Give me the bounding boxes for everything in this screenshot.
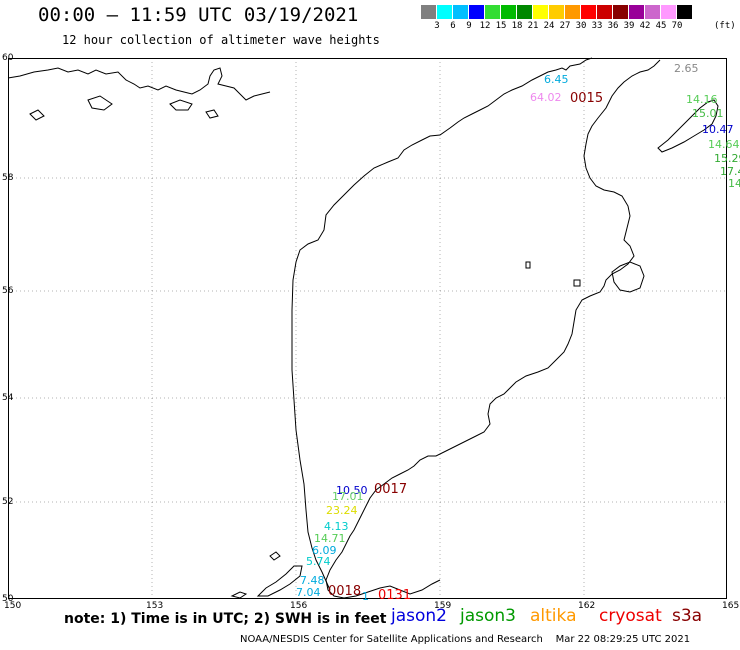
legend-cryosat: cryosat <box>599 606 662 626</box>
time-label: 0017 <box>374 482 408 497</box>
scale-label: 33 <box>591 21 603 31</box>
scale-label: 30 <box>575 21 587 31</box>
map-title: 00:00 – 11:59 UTC 03/19/2021 <box>38 4 359 26</box>
scale-swatch <box>549 5 565 19</box>
lat-label: 52 <box>2 497 14 507</box>
scale-swatch <box>613 5 629 19</box>
scale-swatch <box>517 5 533 19</box>
scale-swatch <box>629 5 645 19</box>
wave-height-label: 6.09 <box>312 544 337 557</box>
color-scale-labels: 3 6 9 12 15 18 21 24 27 30 33 36 39 42 45 70 <box>421 21 740 33</box>
lat-label: 50 <box>2 594 14 604</box>
scale-label: 18 <box>511 21 523 31</box>
lat-label: 56 <box>2 286 14 296</box>
time-label: 0015 <box>570 91 604 106</box>
scale-swatch <box>645 5 661 19</box>
wave-height-label: 10.47 <box>702 123 734 136</box>
lon-label: 162 <box>578 601 596 611</box>
scale-label: 12 <box>479 21 491 31</box>
scale-swatch <box>485 5 501 19</box>
scale-swatch <box>437 5 453 19</box>
scale-swatch <box>677 5 693 19</box>
lon-label: 165 <box>722 601 740 611</box>
scale-swatch <box>533 5 549 19</box>
scale-swatch <box>661 5 677 19</box>
wave-height-label: 15.29 <box>714 152 740 165</box>
legend-jason3: jason3 <box>460 606 516 626</box>
legend-jason2: jason2 <box>391 606 447 626</box>
credit-line: NOAA/NESDIS Center for Satellite Applica… <box>240 634 691 645</box>
wave-height-label: 14.71 <box>314 532 346 545</box>
wave-height-label: 17.01 <box>332 490 364 503</box>
wave-height-label: 23.24 <box>326 504 358 517</box>
scale-label: 70 <box>671 21 683 31</box>
wave-height-label: 14 <box>728 177 740 190</box>
coastlines <box>7 57 719 599</box>
scale-label: 3 <box>434 21 440 31</box>
scale-swatch <box>421 5 437 19</box>
scale-swatch <box>501 5 517 19</box>
lat-label: 58 <box>2 173 14 183</box>
scale-swatch <box>469 5 485 19</box>
scale-label: 39 <box>623 21 635 31</box>
scale-unit: (ft) <box>714 21 736 31</box>
wave-height-label: 15.01 <box>692 107 724 120</box>
lon-label: 156 <box>290 601 308 611</box>
scale-label: 9 <box>466 21 472 31</box>
scale-label: 36 <box>607 21 619 31</box>
wave-height-label: 4.13 <box>324 520 349 533</box>
scale-label: 24 <box>543 21 555 31</box>
scale-label: 6 <box>450 21 456 31</box>
wave-height-label: 6.45 <box>544 73 569 86</box>
footnote: note: 1) Time is in UTC; 2) SWH is in fe… <box>64 611 387 627</box>
wave-height-label: 7.04 <box>296 586 321 599</box>
lon-label: 153 <box>146 601 164 611</box>
legend-altika: altika <box>530 606 577 626</box>
wave-height-label: 14.16 <box>686 93 718 106</box>
scale-label: 42 <box>639 21 651 31</box>
wave-height-label: 10.50 <box>336 484 368 497</box>
time-label: 0018 <box>328 584 362 599</box>
scale-label: 15 <box>495 21 507 31</box>
lon-label: 150 <box>4 601 22 611</box>
wave-height-label: 64.02 <box>530 91 562 104</box>
scale-label: 45 <box>655 21 667 31</box>
wave-height-color-scale <box>421 5 693 19</box>
map-subtitle: 12 hour collection of altimeter wave hei… <box>62 33 380 47</box>
lat-label: 60 <box>2 53 14 63</box>
scale-swatch <box>597 5 613 19</box>
lon-label: 159 <box>434 601 452 611</box>
legend-s3a: s3a <box>672 606 703 626</box>
scale-swatch <box>581 5 597 19</box>
wave-height-label: 5.74 <box>306 555 331 568</box>
scale-label: 21 <box>527 21 539 31</box>
wave-height-label: 17.4 <box>720 165 740 178</box>
time-label: 0131 <box>378 588 412 603</box>
map-frame <box>8 58 727 599</box>
wave-height-label: 14.64 <box>708 138 740 151</box>
wave-height-label: 2.65 <box>674 62 699 75</box>
scale-label: 27 <box>559 21 571 31</box>
lat-label: 54 <box>2 393 14 403</box>
wave-height-label: 7.48 <box>300 574 325 587</box>
wave-height-label: 1 <box>362 590 369 603</box>
graticule <box>8 58 727 599</box>
scale-swatch <box>453 5 469 19</box>
scale-swatch <box>565 5 581 19</box>
